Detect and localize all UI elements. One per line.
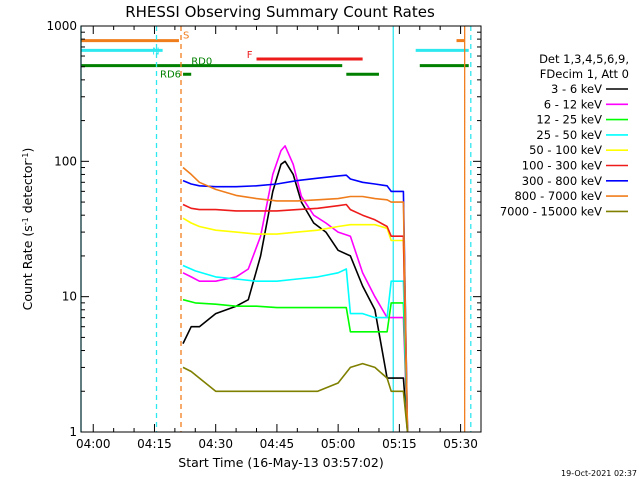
y-axis-label-part1: Count Rate (s [20, 225, 35, 310]
x-tick-label: 04:00 [76, 437, 111, 451]
legend-label-6-12-kev: 6 - 12 keV [544, 97, 602, 111]
x-tick-label: 04:30 [198, 437, 233, 451]
y-tick-label: 100 [54, 154, 77, 168]
x-tick-label: 04:45 [260, 437, 295, 451]
y-axis-label-part3: ) [20, 148, 35, 153]
legend-label-50-100-kev: 50 - 100 keV [529, 143, 602, 157]
chart-title: RHESSI Observing Summary Count Rates [125, 3, 435, 21]
x-tick-label: 05:15 [382, 437, 417, 451]
x-axis: 04:00 04:15 04:30 04:45 05:00 05:15 05:30 [76, 26, 482, 451]
generation-timestamp: 19-Oct-2021 02:37 [561, 469, 637, 478]
series-line-800-7000-kev [182, 166, 409, 433]
legend-header-line-2: FDecim 1, Att 0 [540, 67, 629, 81]
x-tick-label: 05:00 [321, 437, 356, 451]
series-line-3-6-kev [182, 160, 409, 433]
y-axis: 1 10 100 1000 [46, 19, 481, 439]
series-line-100-300-kev [182, 203, 409, 433]
legend: Det 1,3,4,5,6,9,FDecim 1, Att 03 - 6 keV… [500, 52, 629, 218]
flag-label-rd0: RD0 [191, 57, 212, 68]
x-axis-label: Start Time (16-May-13 03:57:02) [178, 455, 383, 470]
legend-header-line-1: Det 1,3,4,5,6,9, [539, 52, 629, 66]
flag-label-rd6: RD6 [160, 69, 181, 80]
x-tick-label: 05:30 [443, 437, 478, 451]
legend-label-3-6-kev: 3 - 6 keV [551, 82, 602, 96]
y-tick-label: 10 [62, 290, 77, 304]
series-line-6-12-kev [182, 145, 409, 433]
y-axis-label-part2: detector [20, 160, 35, 218]
plot-frame [80, 25, 482, 433]
series-line-25-50-kev [182, 264, 409, 433]
legend-label-12-25-kev: 12 - 25 keV [536, 113, 602, 127]
flag-label-n: N [152, 46, 159, 57]
series-line-300-800-kev [182, 174, 409, 433]
y-axis-label-sup1: -1 [21, 217, 30, 225]
y-axis-label-sup2: -1 [21, 153, 30, 161]
flag-label-s: S [183, 31, 189, 42]
legend-label-800-7000-kev: 800 - 7000 keV [514, 189, 602, 203]
y-axis-label: Count Rate (s-1 detector-1) [20, 148, 35, 311]
y-tick-label: 1 [69, 425, 77, 439]
legend-label-7000-15000-kev: 7000 - 15000 keV [500, 204, 602, 218]
legend-label-25-50-kev: 25 - 50 keV [536, 128, 602, 142]
y-tick-label: 1000 [46, 19, 77, 33]
series-line-12-25-kev [182, 298, 409, 433]
series-lines [182, 145, 409, 433]
series-line-50-100-kev [182, 217, 409, 433]
series-line-7000-15000-kev [182, 362, 409, 433]
mode-change-lines [80, 26, 472, 432]
legend-label-300-800-kev: 300 - 800 keV [522, 174, 602, 188]
legend-label-100-300-kev: 100 - 300 keV [522, 159, 602, 173]
flag-label-f: F [247, 50, 253, 61]
x-tick-label: 04:15 [137, 437, 172, 451]
flag-bars: S N F RD0 RD6 [81, 31, 469, 80]
